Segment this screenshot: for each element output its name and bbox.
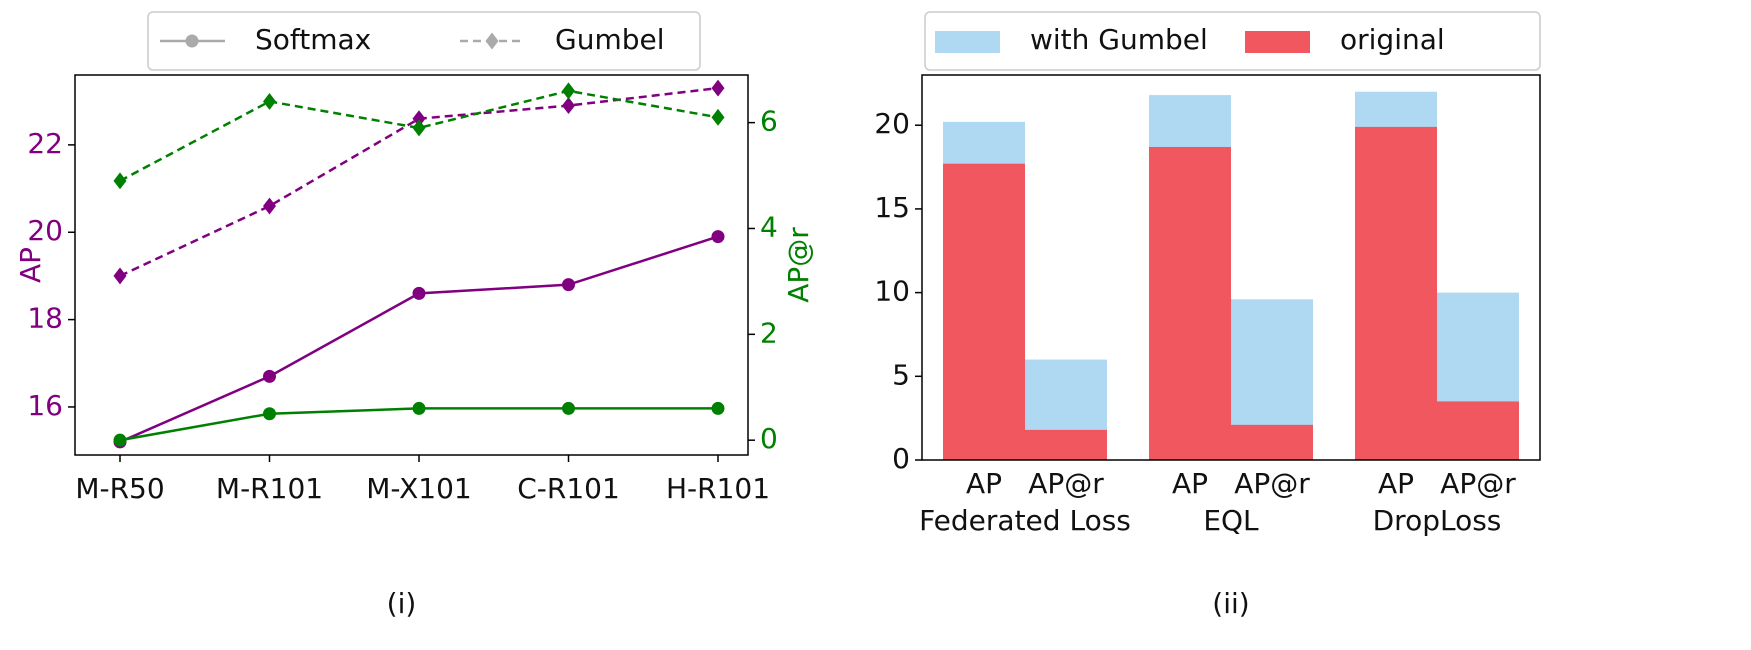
marker (263, 369, 276, 383)
marker (562, 97, 575, 115)
x-tick-label: M-X101 (366, 472, 472, 505)
marker (711, 401, 725, 415)
caption: (ii) (1212, 587, 1249, 620)
y-tick-label: 22 (27, 127, 63, 160)
marker (113, 172, 127, 190)
x-tick-label: AP (966, 467, 1002, 500)
legend-box (147, 11, 701, 71)
x-tick-label: AP (1378, 467, 1414, 500)
x-tick-label: M-R50 (75, 472, 164, 505)
y2-tick-label: 6 (760, 105, 778, 138)
bar (1355, 126, 1437, 461)
x-tick-label: AP (1172, 467, 1208, 500)
marker (412, 401, 426, 415)
group-label: DropLoss (1373, 504, 1502, 537)
bar (943, 163, 1025, 460)
y-axis-label: AP (14, 247, 47, 283)
x-tick-label: H-R101 (666, 472, 770, 505)
y-tick-label: 18 (27, 302, 63, 335)
x-tick-label: AP@r (1234, 467, 1310, 500)
y2-tick-label: 4 (760, 210, 778, 243)
y2-tick-label: 0 (760, 422, 778, 455)
y2-axis-label: AP@r (782, 227, 815, 303)
x-tick-label: C-R101 (517, 472, 620, 505)
bar (1025, 429, 1107, 460)
plot-frame (74, 74, 749, 456)
y-tick-label: 16 (27, 389, 63, 422)
y2-tick-label: 2 (760, 316, 778, 349)
bar (1231, 424, 1313, 460)
marker (412, 119, 426, 137)
y-tick-label: 10 (874, 275, 910, 308)
legend-label: with Gumbel (1030, 23, 1208, 56)
group-label: Federated Loss (919, 504, 1131, 537)
marker (562, 82, 575, 100)
y-tick-label: 0 (892, 442, 910, 475)
legend-label: original (1340, 23, 1445, 56)
marker (113, 267, 127, 285)
marker (263, 93, 276, 110)
marker (485, 32, 499, 50)
group-label: EQL (1203, 504, 1259, 537)
legend-label: Softmax (255, 23, 371, 56)
y-tick-label: 20 (27, 214, 63, 247)
y-tick-label: 5 (892, 358, 910, 391)
y-tick-label: 20 (874, 107, 910, 140)
marker (113, 433, 127, 447)
marker (185, 34, 199, 48)
plot-frame (921, 74, 1541, 461)
marker (711, 108, 725, 126)
marker (562, 278, 575, 292)
x-tick-label: AP@r (1028, 467, 1104, 500)
marker (711, 230, 725, 244)
series-line (119, 89, 719, 182)
marker (412, 286, 426, 300)
x-tick-label: M-R101 (216, 472, 323, 505)
caption: (i) (387, 587, 417, 620)
marker (562, 401, 575, 415)
bar (1149, 146, 1231, 460)
marker (263, 407, 276, 421)
x-tick-label: AP@r (1440, 467, 1516, 500)
legend-label: Gumbel (555, 23, 665, 56)
legend-box (924, 11, 1541, 71)
legend-swatch (1245, 31, 1310, 53)
marker (711, 79, 725, 97)
bar (1437, 401, 1519, 460)
marker (412, 110, 426, 128)
marker (263, 197, 276, 215)
legend-swatch (935, 31, 1000, 53)
y-tick-label: 15 (874, 191, 910, 224)
